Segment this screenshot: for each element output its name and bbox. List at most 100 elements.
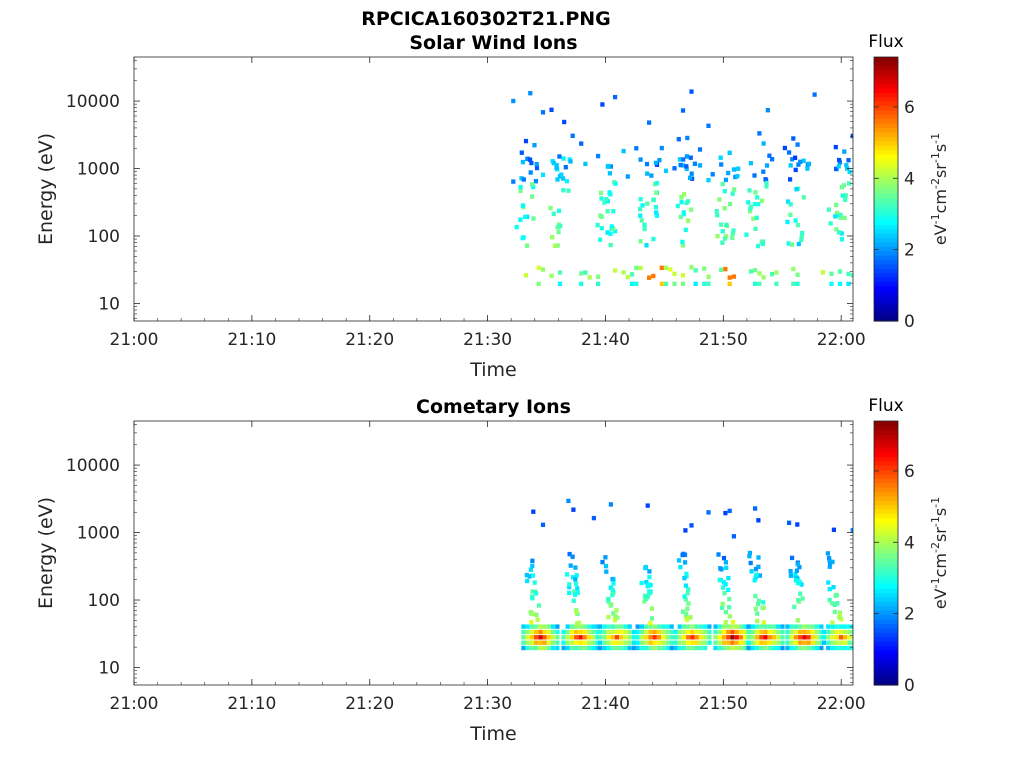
- heatmap-cell: [798, 591, 803, 596]
- heatmap-cell: [832, 609, 837, 615]
- heatmap-cell: [575, 586, 580, 591]
- heatmap-cell: [753, 566, 758, 572]
- heatmap-cell: [805, 166, 810, 171]
- heatmap-cell: [731, 167, 737, 172]
- heatmap-cell: [697, 147, 703, 152]
- heatmap-cell: [694, 635, 699, 640]
- heatmap-cell: [721, 645, 727, 651]
- heatmap-cell: [530, 611, 535, 617]
- heatmap-cell: [755, 195, 760, 200]
- heatmap-cell: [686, 615, 691, 621]
- heatmap-cell: [753, 281, 758, 286]
- heatmap-cell: [746, 640, 751, 645]
- heatmap-cell: [534, 591, 539, 596]
- y-tick-label: 100: [88, 227, 120, 247]
- heatmap-cell: [716, 552, 721, 557]
- y-tick-label: 10000: [66, 456, 120, 476]
- heatmap-cell: [631, 645, 637, 651]
- heatmap-cell: [578, 635, 583, 640]
- heatmap-cell: [753, 593, 758, 599]
- heatmap-cell: [606, 640, 611, 645]
- heatmap-cell: [676, 137, 681, 142]
- heatmap-cell: [719, 267, 724, 272]
- heatmap-cell: [663, 168, 669, 173]
- panel-title: Solar Wind Ions: [409, 32, 577, 54]
- heatmap-cell: [675, 203, 680, 209]
- heatmap-cell: [678, 162, 683, 168]
- heatmap-cell: [649, 616, 655, 621]
- heatmap-cell: [680, 239, 685, 245]
- heatmap-cell: [850, 528, 853, 533]
- heatmap-cell: [634, 281, 639, 286]
- x-axis-label: Time: [469, 723, 517, 745]
- heatmap-cell: [656, 624, 662, 629]
- heatmap-cell: [555, 645, 560, 651]
- heatmap-cell: [663, 265, 669, 270]
- heatmap-cell: [770, 157, 775, 162]
- heatmap-cell: [549, 273, 554, 278]
- heatmap-cell: [795, 522, 800, 527]
- heatmap-cell: [525, 624, 530, 629]
- heatmap-cell: [722, 236, 728, 241]
- heatmap-cell: [619, 624, 624, 629]
- heatmap-cell: [551, 635, 556, 640]
- heatmap-cell: [665, 635, 670, 640]
- x-tick-label: 21:50: [699, 694, 748, 714]
- heatmap-cell: [571, 507, 576, 512]
- heatmap-cell: [602, 629, 607, 635]
- heatmap-cell: [583, 161, 588, 167]
- heatmap-cell: [578, 629, 583, 635]
- heatmap-cell: [738, 645, 744, 651]
- heatmap-cell: [743, 635, 748, 640]
- heatmap-cell: [610, 587, 615, 592]
- heatmap-cell: [647, 574, 652, 580]
- x-tick-label: 21:20: [345, 694, 394, 714]
- heatmap-cell: [591, 515, 596, 521]
- heatmap-cell: [828, 560, 833, 566]
- heatmap-cell: [847, 169, 852, 175]
- heatmap-cell: [836, 230, 842, 235]
- heatmap-cell: [799, 582, 804, 587]
- heatmap-cell: [681, 624, 687, 629]
- heatmap-cell: [690, 624, 695, 629]
- heatmap-cell: [613, 613, 618, 619]
- heatmap-cell: [788, 569, 793, 574]
- heatmap-cell: [841, 183, 846, 188]
- heatmap-cell: [551, 624, 556, 629]
- heatmap-cell: [780, 635, 785, 640]
- heatmap-cell: [689, 89, 694, 94]
- heatmap-cell: [602, 640, 607, 645]
- y-tick-label: 1000: [77, 524, 120, 544]
- heatmap-cell: [599, 196, 604, 201]
- x-axis-label: Time: [469, 359, 517, 381]
- heatmap-cell: [717, 624, 722, 629]
- heatmap-cell: [538, 635, 543, 640]
- heatmap-cell: [619, 629, 624, 635]
- heatmap-cell: [567, 551, 572, 557]
- heatmap-cell: [757, 271, 762, 276]
- heatmap-cell: [652, 629, 657, 635]
- heatmap-cell: [672, 271, 677, 277]
- heatmap-cell: [648, 640, 653, 645]
- heatmap-cell: [644, 596, 649, 601]
- heatmap-cell: [645, 503, 650, 508]
- heatmap-cell: [723, 610, 728, 615]
- heatmap-cell: [806, 640, 811, 645]
- heatmap-cell: [680, 243, 685, 248]
- heatmap-cell: [525, 640, 530, 645]
- heatmap-cell: [843, 635, 848, 640]
- heatmap-cell: [834, 645, 839, 651]
- heatmap-cell: [850, 273, 853, 278]
- heatmap-cell: [563, 165, 568, 170]
- colorbar-unit-label: eV-1cm-2sr-1s-1: [929, 497, 950, 609]
- heatmap-cell: [844, 163, 849, 168]
- heatmap-cell: [754, 635, 760, 640]
- heatmap-cell: [838, 640, 844, 645]
- heatmap-cell: [684, 164, 689, 169]
- heatmap-cell: [826, 624, 831, 629]
- heatmap-cell: [597, 645, 603, 651]
- heatmap-cell: [542, 640, 547, 645]
- heatmap-cell: [546, 635, 551, 640]
- heatmap-cell: [565, 635, 570, 640]
- heatmap-cell: [802, 645, 807, 651]
